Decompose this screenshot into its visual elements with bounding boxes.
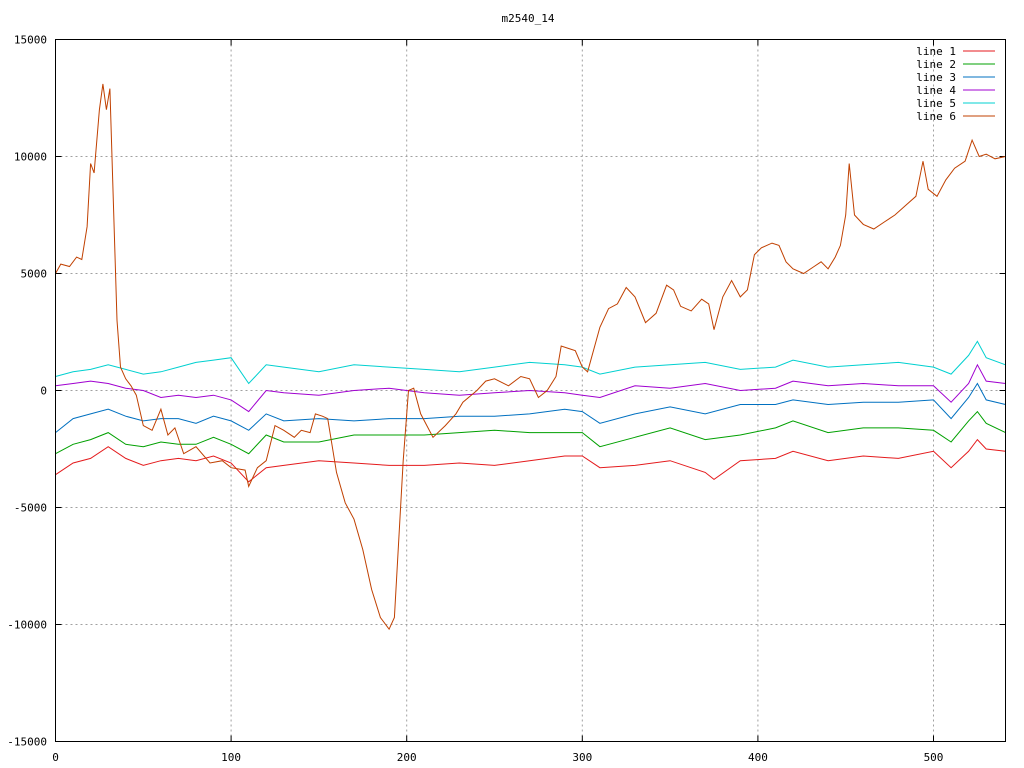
y-tick-label: 0 <box>40 385 47 398</box>
series-line-1 <box>55 438 1006 483</box>
legend-label-3: line 3 <box>916 71 956 84</box>
series-line-2 <box>55 410 1006 455</box>
x-tick-label: 100 <box>221 751 241 764</box>
y-tick-label: 10000 <box>14 151 47 164</box>
series-line-5 <box>55 340 1006 385</box>
legend-label-1: line 1 <box>916 45 956 58</box>
x-tick-label: 300 <box>572 751 592 764</box>
y-tick-label: 5000 <box>21 268 48 281</box>
plot-frame <box>55 39 1006 742</box>
legend-label-4: line 4 <box>916 84 956 97</box>
y-tick-label: 15000 <box>14 34 47 47</box>
y-tick-label: -15000 <box>7 736 47 749</box>
series-line-4 <box>55 363 1006 413</box>
x-tick-label: 0 <box>52 751 59 764</box>
legend-label-6: line 6 <box>916 110 956 123</box>
legend-label-5: line 5 <box>916 97 956 110</box>
series-line-3 <box>55 382 1006 433</box>
y-tick-label: -10000 <box>7 619 47 632</box>
x-tick-label: 400 <box>748 751 768 764</box>
series-line-6 <box>55 83 1006 631</box>
series-lines <box>55 83 1006 631</box>
x-tick-label: 500 <box>924 751 944 764</box>
legend-label-2: line 2 <box>916 58 956 71</box>
x-tick-label: 200 <box>397 751 417 764</box>
axis-ticks: -15000 -10000 -5000 0 5000 10000 15000 0 100 200 3… <box>7 34 1006 764</box>
y-tick-label: -5000 <box>14 502 47 515</box>
chart-title: m2540_14 <box>502 12 555 25</box>
